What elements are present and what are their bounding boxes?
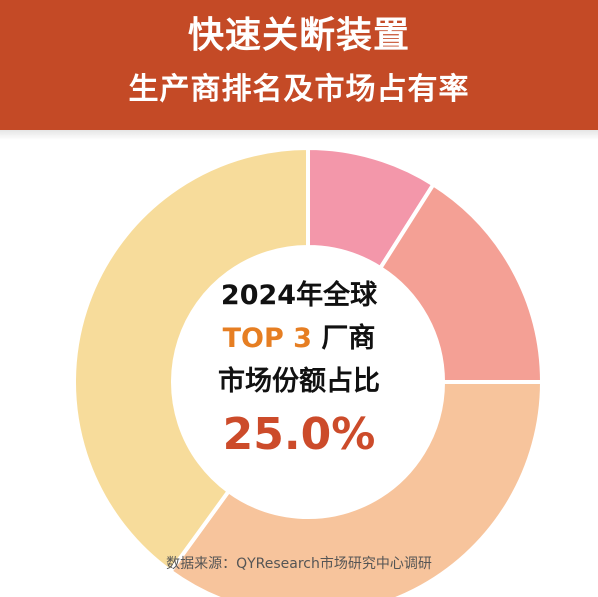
donut-slice-3 bbox=[167, 380, 545, 597]
share-value: 25.0% bbox=[222, 409, 376, 460]
metric-label: 市场份额占比 bbox=[218, 366, 380, 397]
header-banner: 快速关断装置 生产商排名及市场占有率 bbox=[0, 0, 598, 130]
chart-subtitle: 生产商排名及市场占有率 bbox=[128, 72, 470, 107]
center-label: 2024年全球 TOP 3 厂商 市场份额占比 25.0% bbox=[174, 274, 424, 461]
year-label: 2024年全球 bbox=[220, 280, 378, 311]
donut-slice-4 bbox=[72, 145, 310, 575]
source-note: 数据来源：QYResearch市场研究中心调研 bbox=[166, 556, 432, 572]
top-label: TOP 3 bbox=[222, 323, 312, 354]
top-suffix: 厂商 bbox=[321, 323, 376, 354]
top-label-line: TOP 3 厂商 bbox=[174, 317, 424, 360]
header-shadow bbox=[0, 130, 598, 140]
chart-title: 快速关断装置 bbox=[187, 15, 410, 56]
donut-slices bbox=[72, 145, 545, 597]
